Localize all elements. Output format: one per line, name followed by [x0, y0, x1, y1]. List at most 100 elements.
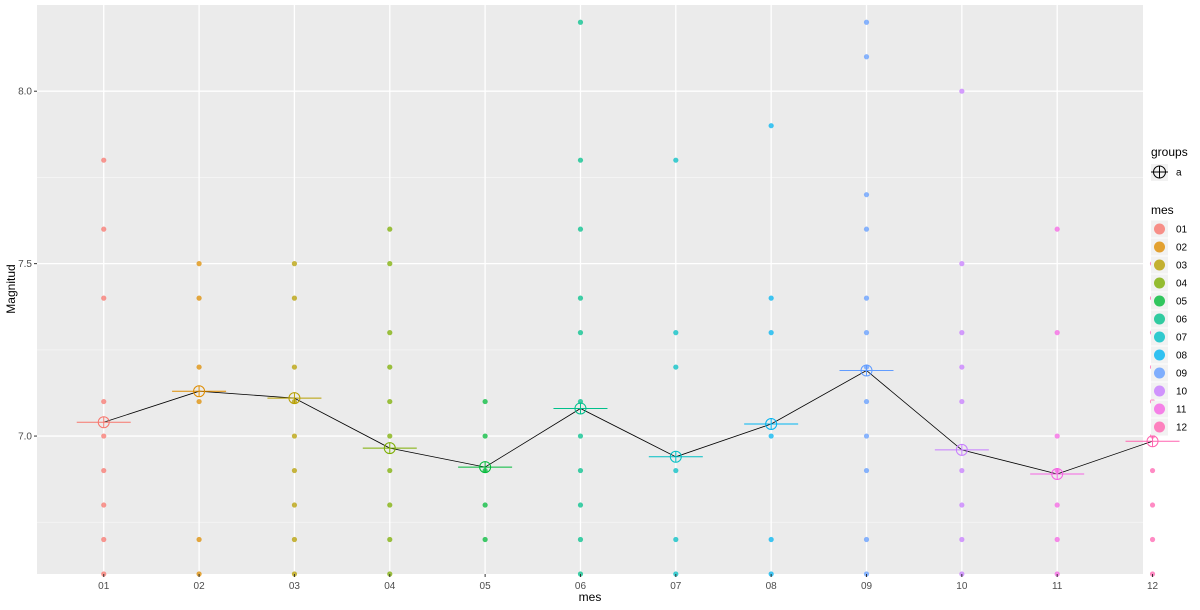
data-point [959, 88, 965, 94]
data-point [863, 54, 870, 60]
data-point [768, 123, 774, 129]
data-point [101, 157, 107, 163]
panel-background [37, 5, 1143, 574]
mean-markers [76, 364, 1180, 480]
data-point [768, 295, 774, 301]
data-point [863, 295, 870, 301]
data-point [101, 226, 107, 232]
axes: 7.0 7.5 8.0 01 02 03 04 05 06 07 08 09 10 11 12 [18, 87, 1158, 592]
x-tick-label: 02 [194, 581, 206, 592]
x-tick-label: 11 [1052, 581, 1063, 592]
data-point [768, 536, 774, 543]
data-point [959, 261, 965, 267]
data-point [863, 226, 870, 232]
legend-key-swatch [1154, 223, 1165, 235]
data-point [863, 192, 870, 198]
data-point [863, 467, 870, 474]
data-point [291, 502, 298, 508]
legend-mes-label: 06 [1176, 315, 1188, 326]
data-point [387, 467, 393, 474]
x-tick-label: 06 [575, 581, 587, 592]
x-tick-label: 03 [289, 581, 301, 592]
data-point [196, 295, 202, 301]
data-point [196, 398, 202, 405]
legend-key-swatch [1154, 421, 1165, 433]
data-point [673, 364, 679, 370]
data-point [673, 157, 679, 163]
data-point [387, 398, 393, 405]
data-point [577, 467, 584, 474]
data-point [577, 226, 584, 232]
data-point [959, 467, 965, 474]
data-point [387, 330, 393, 336]
data-point [577, 330, 584, 336]
data-point [387, 433, 393, 439]
mean-line [103, 370, 1153, 475]
data-point [577, 19, 584, 25]
data-point [1054, 433, 1060, 439]
data-point [959, 398, 965, 405]
x-tick-label: 12 [1147, 581, 1159, 592]
data-point [1149, 467, 1156, 474]
legend-group-label: a [1176, 168, 1182, 179]
data-point [673, 330, 679, 336]
data-points [101, 19, 1156, 577]
data-point [482, 502, 488, 508]
legend-key-swatch [1154, 385, 1165, 397]
data-point [482, 536, 488, 543]
data-point [577, 502, 584, 508]
data-point [863, 536, 870, 543]
x-axis-title: mes [579, 590, 602, 604]
data-point [196, 364, 202, 370]
legend-key-swatch [1154, 349, 1165, 361]
x-tick-label: 09 [861, 581, 873, 592]
data-point [577, 536, 584, 543]
data-point [1054, 536, 1060, 543]
data-point [959, 502, 965, 508]
legend-mes-label: 11 [1176, 405, 1187, 416]
data-point [959, 364, 965, 370]
data-point [1149, 536, 1156, 543]
legend-key-swatch [1154, 313, 1165, 325]
legend-key-swatch [1154, 295, 1165, 307]
data-point [291, 295, 298, 301]
data-point [101, 536, 107, 543]
data-point [196, 261, 202, 267]
legend-key-swatch [1154, 367, 1165, 379]
data-point [863, 398, 870, 405]
data-point [101, 433, 107, 439]
legend-key-swatch [1154, 259, 1165, 271]
legend-mes-title: mes [1151, 203, 1174, 217]
data-point [387, 364, 393, 370]
data-point [768, 330, 774, 336]
legend-mes-label: 03 [1176, 261, 1188, 272]
y-tick-label: 7.0 [18, 432, 32, 443]
data-point [196, 536, 202, 543]
legend-mes-label: 08 [1176, 351, 1188, 362]
legend-mes-label: 12 [1176, 423, 1188, 434]
data-point [577, 433, 584, 439]
legend-mes-label: 10 [1176, 387, 1188, 398]
data-point [101, 295, 107, 301]
data-point [291, 364, 298, 370]
data-point [577, 295, 584, 301]
data-point [768, 433, 774, 439]
data-point [387, 536, 393, 543]
legend: groups mes a 01 02 03 04 05 06 07 08 09 10 11 12 [1151, 145, 1188, 436]
data-point [291, 261, 298, 267]
data-point [291, 433, 298, 439]
data-point [1054, 330, 1060, 336]
x-tick-label: 05 [480, 581, 492, 592]
y-tick-label: 8.0 [18, 87, 32, 98]
legend-groups-title: groups [1151, 145, 1188, 159]
data-point [577, 157, 584, 163]
data-point [1149, 502, 1156, 508]
data-point [863, 330, 870, 336]
legend-key-swatch [1154, 241, 1165, 253]
data-point [673, 467, 679, 474]
data-point [673, 536, 679, 543]
legend-mes-label: 04 [1176, 279, 1188, 290]
data-point [959, 536, 965, 543]
legend-key-swatch [1154, 403, 1165, 415]
